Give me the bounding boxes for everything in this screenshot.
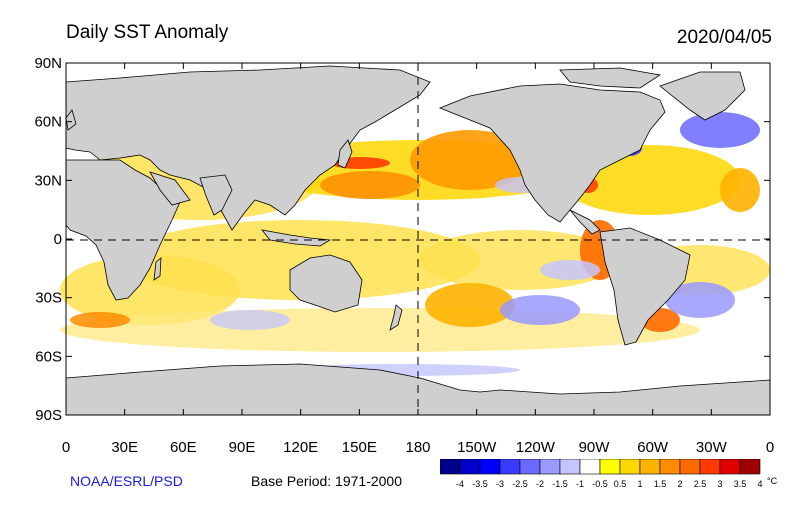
colorbar-swatch xyxy=(679,459,701,475)
greenland xyxy=(659,71,746,121)
lat-label: 60S xyxy=(35,348,62,365)
map-title: Daily SST Anomaly xyxy=(66,22,229,43)
colorbar-label: 1 xyxy=(637,479,642,489)
colorbar-swatch xyxy=(619,459,641,475)
india xyxy=(199,174,233,216)
colorbar-swatch xyxy=(739,459,761,475)
lon-label: 0 xyxy=(62,439,70,456)
north-america xyxy=(438,83,666,223)
colorbar-label: 4 xyxy=(757,479,762,489)
colorbar-label: -1.5 xyxy=(552,479,568,489)
colorbar-swatch xyxy=(479,459,501,475)
africa xyxy=(65,159,181,301)
colorbar-swatch xyxy=(579,459,601,475)
lon-label: 180 xyxy=(405,439,430,456)
lat-label: 90N xyxy=(34,55,62,72)
madagascar xyxy=(153,257,162,281)
lon-label: 60E xyxy=(170,439,197,456)
colorbar-swatch xyxy=(499,459,521,475)
colorbar-swatch xyxy=(559,459,581,475)
land-masses xyxy=(65,65,771,416)
lon-label: 90W xyxy=(579,439,611,456)
lon-label: 90E xyxy=(229,439,256,456)
lat-label: 90S xyxy=(35,407,62,424)
colorbar-label: -0.5 xyxy=(592,479,608,489)
colorbar-swatch xyxy=(719,459,741,475)
lon-label: 0 xyxy=(766,439,774,456)
colorbar-swatch xyxy=(639,459,661,475)
lon-label: 150E xyxy=(342,439,377,456)
lon-label: 60W xyxy=(637,439,669,456)
colorbar-labels: -4 -3.5 -3 -2.5 -2 -1.5 -1 -0.5 0.5 1 1.5 2 2.5 3 3.5 4 xyxy=(456,479,763,489)
eurasia xyxy=(65,65,431,231)
colorbar-label: -2 xyxy=(536,479,544,489)
lat-label: 60N xyxy=(34,114,62,131)
colorbar-swatch xyxy=(659,459,681,475)
colorbar-label: 3 xyxy=(717,479,722,489)
colorbar-label: 2 xyxy=(677,479,682,489)
colorbar-label: 1.5 xyxy=(654,479,667,489)
colorbar-unit: °C xyxy=(767,476,778,486)
colorbar-label: 0.5 xyxy=(614,479,627,489)
colorbar: -4 -3.5 -3 -2.5 -2 -1.5 -1 -0.5 0.5 1 1.5 2 2.5 3 3.5 4 xyxy=(440,459,763,489)
map-date: 2020/04/05 xyxy=(676,27,772,48)
colorbar-label: -3 xyxy=(496,479,504,489)
colorbar-label: 3.5 xyxy=(734,479,747,489)
colorbar-swatch xyxy=(539,459,561,475)
lon-label: 120E xyxy=(283,439,318,456)
lon-label: 150W xyxy=(457,439,497,456)
colorbar-label: -1 xyxy=(576,479,584,489)
lat-label: 0 xyxy=(54,231,62,248)
colorbar-label: -2.5 xyxy=(512,479,528,489)
new-zealand xyxy=(389,304,403,331)
lon-label: 30E xyxy=(111,439,138,456)
lon-label: 120W xyxy=(516,439,556,456)
lon-label: 30W xyxy=(696,439,728,456)
colorbar-swatch xyxy=(459,459,481,475)
colorbar-swatches xyxy=(440,459,761,475)
colorbar-label: 2.5 xyxy=(694,479,707,489)
colorbar-swatch xyxy=(699,459,721,475)
british-isles xyxy=(65,109,77,131)
credit-label: NOAA/ESRL/PSD xyxy=(70,473,183,489)
arctic-islands xyxy=(559,67,662,89)
colorbar-label: -4 xyxy=(456,479,464,489)
australia xyxy=(289,254,363,313)
lat-label: 30S xyxy=(35,290,62,307)
colorbar-swatch xyxy=(599,459,621,475)
japan xyxy=(337,139,353,169)
map-body xyxy=(60,62,771,416)
indonesia xyxy=(261,229,332,247)
base-period-label: Base Period: 1971-2000 xyxy=(251,473,402,489)
central-america xyxy=(569,209,601,235)
colorbar-swatch xyxy=(519,459,541,475)
arabia xyxy=(149,171,191,206)
colorbar-label: -3.5 xyxy=(472,479,488,489)
colorbar-swatch xyxy=(440,459,461,475)
lat-label: 30N xyxy=(34,172,62,189)
